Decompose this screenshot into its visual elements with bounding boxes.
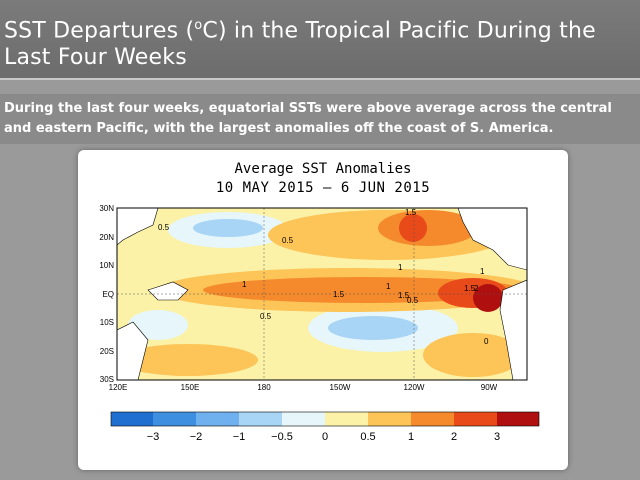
lon-label: 150W	[330, 383, 351, 392]
colorbar-swatch	[111, 412, 153, 426]
colorbar-label: −1	[233, 431, 246, 443]
lon-label: 180	[257, 383, 271, 392]
contour-label: 1	[480, 267, 485, 276]
contour-label: 0.5	[282, 236, 294, 245]
colorbar-swatch	[196, 412, 239, 426]
colorbar: −3 −2 −1 −0.5 0 0.5 1 2 3	[110, 411, 540, 443]
lon-label: 120E	[109, 383, 128, 392]
title-text-rest: C) in the Tropical Pacific During the La…	[4, 18, 596, 71]
lat-label: 10N	[99, 261, 114, 270]
title-text: SST Departures (	[4, 18, 195, 44]
colorbar-label: 3	[494, 431, 500, 443]
colorbar-swatch	[497, 412, 539, 426]
map-frame	[116, 207, 528, 381]
map-gridlines	[117, 208, 527, 380]
colorbar-swatch	[325, 412, 368, 426]
lat-label: EQ	[102, 290, 114, 299]
contour-label: 1	[242, 280, 247, 289]
longitude-labels: 120E 150E 180 150W 120W 90W	[109, 383, 498, 392]
contour-labels: 0.5 1.5 0.5 1 1 1 1.5 1 1.5 0.5 1.5 2 0.…	[158, 208, 489, 346]
lat-label: 20S	[100, 347, 114, 356]
lon-label: 90W	[481, 383, 498, 392]
lon-label: 120W	[404, 383, 425, 392]
contour-label: 1.5	[333, 290, 345, 299]
colorbar-label: 0	[322, 431, 328, 443]
slide-title-bar: SST Departures (oC) in the Tropical Paci…	[0, 0, 640, 80]
contour-label: 0.5	[260, 312, 272, 321]
contour-label: 2	[474, 284, 479, 293]
colorbar-label: 1	[408, 431, 414, 443]
contour-label: 1	[398, 263, 403, 272]
colorbar-swatch	[153, 412, 196, 426]
map-title: Average SST Anomalies	[234, 161, 412, 177]
colorbar-label: −2	[190, 431, 203, 443]
colorbar-label: −3	[147, 431, 160, 443]
contour-label: 1.5	[405, 208, 417, 217]
contour-label: 1.5	[464, 284, 476, 293]
contour-label: 0	[484, 337, 489, 346]
colorbar-swatch	[239, 412, 282, 426]
colorbar-label: −0.5	[271, 431, 293, 443]
lat-label: 30S	[100, 375, 114, 384]
colorbar-swatch	[411, 412, 454, 426]
lat-label: 30N	[99, 204, 114, 213]
lat-label: 10S	[100, 318, 114, 327]
colorbar-swatch	[368, 412, 411, 426]
colorbar-swatch	[282, 412, 325, 426]
colorbar-label: 2	[451, 431, 457, 443]
contour-label: 1	[386, 282, 391, 291]
lon-label: 150E	[181, 383, 200, 392]
sst-map-card: Average SST Anomalies 10 MAY 2015 — 6 JU…	[78, 150, 568, 470]
degree-superscript: o	[194, 18, 203, 33]
contour-label: 0.5	[158, 223, 170, 232]
slide-title: SST Departures (oC) in the Tropical Paci…	[4, 12, 640, 71]
map-date-range: 10 MAY 2015 — 6 JUN 2015	[215, 180, 431, 196]
lat-label: 20N	[99, 233, 114, 242]
contour-label: 0.5	[407, 296, 419, 305]
colorbar-swatch	[454, 412, 497, 426]
sst-anomaly-map: 30N 20N 10N EQ 10S 20S 30S 120E 150E 180…	[99, 204, 540, 443]
contour-label: 1.5	[398, 291, 410, 300]
colorbar-label: 0.5	[360, 431, 375, 443]
summary-bar: During the last four weeks, equatorial S…	[0, 94, 640, 144]
latitude-labels: 30N 20N 10N EQ 10S 20S 30S	[99, 204, 114, 384]
summary-text: During the last four weeks, equatorial S…	[4, 101, 612, 136]
